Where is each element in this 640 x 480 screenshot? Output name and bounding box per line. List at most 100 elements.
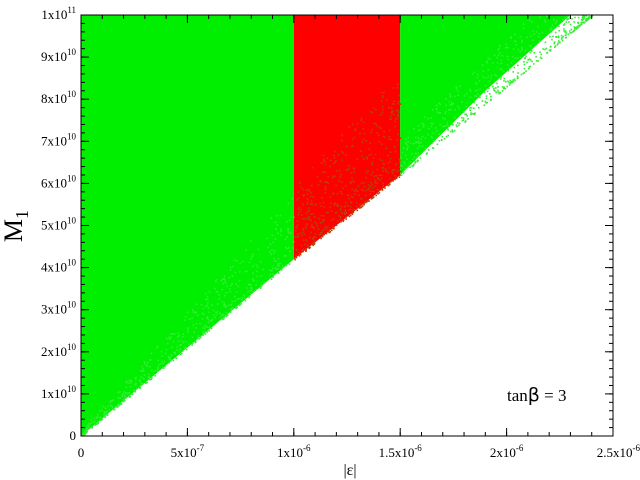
scatter-point — [399, 159, 401, 162]
scatter-point — [348, 197, 350, 200]
scatter-point — [305, 217, 308, 220]
scatter-point — [101, 418, 104, 421]
scatter-point — [226, 285, 228, 287]
scatter-point — [335, 170, 338, 172]
scatter-point — [443, 138, 446, 140]
scatter-point — [270, 217, 273, 219]
scatter-point — [381, 187, 383, 190]
scatter-point — [255, 284, 257, 286]
scatter-point — [240, 298, 243, 300]
scatter-point — [341, 159, 343, 162]
scatter-point — [430, 125, 433, 128]
scatter-point — [311, 224, 313, 227]
scatter-point — [389, 181, 392, 183]
scatter-point — [495, 87, 497, 89]
scatter-point — [101, 409, 103, 411]
scatter-point — [583, 15, 585, 18]
scatter-point — [259, 286, 262, 288]
scatter-point — [219, 312, 221, 314]
scatter-point — [393, 146, 396, 148]
scatter-point — [350, 201, 352, 203]
scatter-point — [367, 200, 370, 202]
scatter-point — [449, 93, 451, 96]
scatter-point — [360, 206, 363, 208]
y-axis-label-sub: 1 — [12, 210, 32, 219]
scatter-point — [356, 190, 358, 193]
scatter-point — [194, 341, 197, 344]
scatter-point — [238, 297, 240, 300]
scatter-point — [366, 200, 368, 203]
scatter-point — [333, 204, 335, 207]
scatter-point — [172, 340, 175, 343]
scatter-point — [497, 86, 499, 88]
scatter-point — [221, 300, 224, 303]
scatter-point — [501, 69, 503, 71]
scatter-point — [510, 36, 512, 38]
scatter-point — [120, 403, 122, 405]
scatter-point — [296, 199, 298, 201]
scatter-point — [345, 212, 348, 214]
scatter-point — [225, 311, 228, 314]
scatter-point — [318, 217, 320, 220]
scatter-point — [391, 103, 394, 105]
scatter-point — [208, 326, 211, 328]
scatter-point — [465, 105, 468, 108]
scatter-point — [359, 207, 362, 209]
scatter-point — [85, 432, 88, 434]
scatter-point — [486, 60, 488, 63]
scatter-point — [459, 85, 461, 88]
scatter-point — [222, 318, 225, 320]
scatter-point — [373, 122, 376, 125]
scatter-point — [470, 113, 472, 116]
scatter-point — [391, 171, 393, 173]
scatter-point — [321, 221, 324, 223]
scatter-point — [201, 318, 204, 320]
scatter-point — [331, 176, 334, 179]
scatter-point — [370, 131, 372, 134]
scatter-point — [385, 147, 387, 150]
scatter-point — [381, 95, 384, 97]
scatter-point — [372, 171, 374, 174]
scatter-point — [256, 266, 259, 268]
scatter-point — [353, 171, 355, 173]
scatter-point — [269, 269, 271, 271]
scatter-point — [446, 124, 448, 127]
scatter-point — [308, 215, 310, 218]
scatter-point — [122, 392, 124, 395]
scatter-point — [505, 80, 507, 83]
scatter-point — [134, 383, 137, 386]
scatter-point — [349, 205, 352, 208]
scatter-point — [241, 299, 243, 301]
scatter-point — [229, 269, 232, 271]
scatter-point — [361, 205, 364, 207]
scatter-point — [312, 242, 314, 244]
scatter-point — [579, 24, 581, 26]
scatter-point — [322, 229, 324, 232]
scatter-point — [161, 355, 164, 357]
scatter-point — [417, 124, 420, 127]
scatter-point — [397, 111, 400, 114]
scatter-point — [476, 89, 479, 92]
scatter-point — [360, 150, 362, 153]
scatter-point — [499, 52, 501, 54]
scatter-point — [530, 45, 532, 48]
scatter-point — [225, 315, 228, 318]
scatter-point — [345, 145, 348, 148]
scatter-point — [367, 184, 370, 186]
scatter-point — [430, 117, 432, 119]
scatter-point — [503, 80, 505, 82]
scatter-point — [123, 394, 126, 397]
scatter-point — [345, 169, 348, 171]
scatter-point — [519, 51, 522, 53]
scatter-point — [230, 266, 232, 269]
scatter-point — [302, 194, 304, 196]
annotation-tan-beta: tanβ = 3 — [507, 384, 567, 406]
scatter-point — [244, 299, 247, 302]
scatter-point — [288, 219, 291, 221]
scatter-point — [296, 233, 299, 236]
scatter-point — [532, 39, 534, 42]
scatter-point — [352, 180, 355, 182]
scatter-point — [533, 33, 536, 35]
scatter-point — [148, 377, 150, 380]
scatter-point — [525, 55, 527, 57]
